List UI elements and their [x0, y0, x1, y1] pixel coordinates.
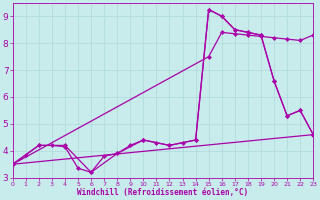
- X-axis label: Windchill (Refroidissement éolien,°C): Windchill (Refroidissement éolien,°C): [77, 188, 249, 197]
